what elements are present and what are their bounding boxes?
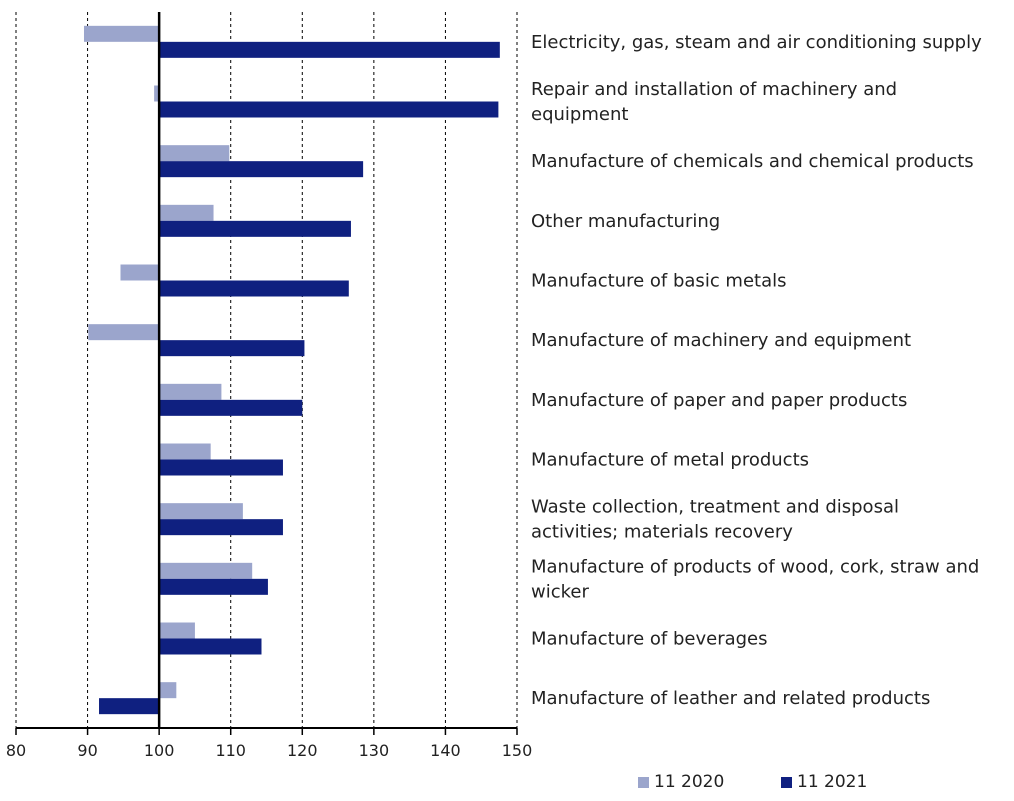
bar-series2-11 xyxy=(99,698,160,715)
bar-series2-4 xyxy=(159,280,349,297)
gridlines xyxy=(15,12,518,728)
x-tick-label-100: 100 xyxy=(144,741,175,760)
category-label-2: Manufacture of chemicals and chemical pr… xyxy=(531,151,974,172)
legend: 11 2020 11 2021 xyxy=(638,772,867,792)
category-label-11: Manufacture of leather and related produ… xyxy=(531,688,930,709)
x-tick-label-120: 120 xyxy=(287,741,318,760)
legend-swatch-1 xyxy=(638,777,649,788)
bar-series2-2 xyxy=(159,161,364,178)
bar-series1-4 xyxy=(120,264,160,281)
bar-series2-9 xyxy=(159,578,268,595)
bar-series2-6 xyxy=(159,399,303,416)
bar-series1-3 xyxy=(159,204,214,221)
bar-series1-0 xyxy=(83,25,160,42)
bar-series1-10 xyxy=(159,622,195,639)
axes: 80 90 100 110 120 130 140 150 xyxy=(6,12,532,760)
x-tick-label-90: 90 xyxy=(77,741,97,760)
x-tick-label-130: 130 xyxy=(359,741,390,760)
bar-series2-7 xyxy=(159,459,283,476)
category-label-0: Electricity, gas, steam and air conditio… xyxy=(531,32,982,53)
bar-series2-8 xyxy=(159,519,283,536)
bar-series1-7 xyxy=(159,443,211,460)
bar-series1-6 xyxy=(159,383,222,400)
category-label-1: Repair and installation of machinery and… xyxy=(531,79,897,125)
category-label-7: Manufacture of metal products xyxy=(531,450,809,471)
x-tick-label-80: 80 xyxy=(6,741,26,760)
category-label-9: Manufacture of products of wood, cork, s… xyxy=(531,556,979,602)
legend-label-2: 11 2021 xyxy=(797,772,867,792)
legend-label-1: 11 2020 xyxy=(654,772,724,792)
category-label-3: Other manufacturing xyxy=(531,211,720,232)
bar-series1-8 xyxy=(159,503,243,520)
bar-series1-11 xyxy=(159,682,177,699)
x-tick-label-110: 110 xyxy=(215,741,246,760)
bar-series2-5 xyxy=(159,340,305,357)
bar-series2-3 xyxy=(159,220,351,237)
bar-series1-1 xyxy=(154,85,160,102)
category-label-8: Waste collection, treatment and disposal… xyxy=(531,497,899,543)
bar-series2-10 xyxy=(159,638,262,655)
bar-series1-2 xyxy=(159,145,230,162)
category-label-5: Manufacture of machinery and equipment xyxy=(531,330,911,351)
x-tick-label-150: 150 xyxy=(502,741,533,760)
category-labels: Electricity, gas, steam and air conditio… xyxy=(531,32,982,709)
category-label-4: Manufacture of basic metals xyxy=(531,271,787,292)
bars xyxy=(83,25,500,715)
category-label-10: Manufacture of beverages xyxy=(531,629,768,650)
bar-series2-1 xyxy=(159,101,499,118)
bar-series1-9 xyxy=(159,562,253,579)
legend-swatch-2 xyxy=(781,777,792,788)
bar-series2-0 xyxy=(159,41,500,58)
category-label-6: Manufacture of paper and paper products xyxy=(531,390,907,411)
bar-series1-5 xyxy=(88,324,160,341)
x-tick-label-140: 140 xyxy=(430,741,461,760)
